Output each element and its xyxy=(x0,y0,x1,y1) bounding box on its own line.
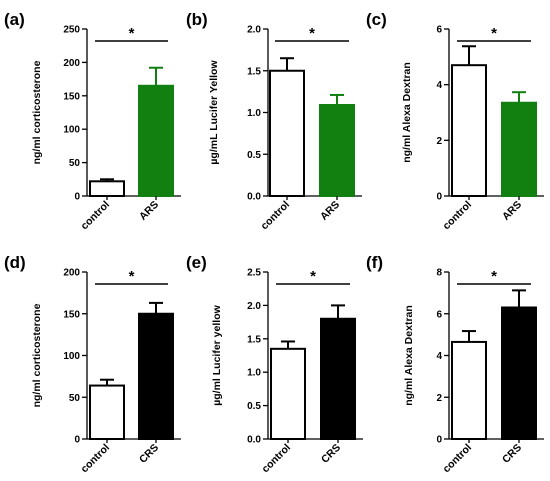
y-tick-label: 0.5 xyxy=(247,150,261,161)
significance-marker: * xyxy=(129,25,135,42)
panel-label: (c) xyxy=(366,10,387,29)
significance-marker: * xyxy=(310,268,316,285)
panel-label: (b) xyxy=(186,10,208,29)
panel-f: (f) 0 2 4 6 8 ng/ml Alexa Dextran control CRS * xyxy=(366,253,544,475)
x-tick-label: ARS xyxy=(318,199,342,223)
x-tick-label: ARS xyxy=(500,199,524,223)
y-tick-label: 100 xyxy=(63,351,80,362)
y-tick-label: 2.0 xyxy=(247,301,261,312)
y-axis-label: µg/ml Lucifer yellow xyxy=(211,304,223,405)
significance-marker: * xyxy=(129,268,135,285)
y-tick-label: 150 xyxy=(63,91,80,102)
panel-label: (d) xyxy=(4,253,26,272)
significance-marker: * xyxy=(309,25,315,42)
bar-ars xyxy=(138,84,174,197)
y-tick-label: 50 xyxy=(69,158,81,169)
y-tick-label: 6 xyxy=(436,25,442,36)
x-tick-label: CRS xyxy=(319,442,343,466)
bar-control xyxy=(451,340,487,440)
y-tick-label: 100 xyxy=(63,125,80,136)
y-axis-label: µg/mL Lucifer Yellow xyxy=(208,60,220,165)
x-tick-label: control xyxy=(78,442,112,476)
x-tick-label: control xyxy=(440,199,474,233)
y-tick-label: 1.5 xyxy=(247,66,261,77)
x-tick-label: CRS xyxy=(137,442,161,466)
y-tick-label: 0.5 xyxy=(247,401,261,412)
y-tick-label: 2.5 xyxy=(247,268,261,279)
x-tick-label: control xyxy=(440,442,474,476)
y-axis-label: ng/ml Alexa Dextran xyxy=(401,62,413,163)
panel-label: (f) xyxy=(366,253,383,272)
panel-label: (e) xyxy=(186,253,207,272)
y-tick-label: 200 xyxy=(63,268,80,279)
x-tick-label: ARS xyxy=(137,199,161,223)
y-tick-label: 6 xyxy=(436,309,442,320)
y-tick-label: 250 xyxy=(63,25,80,36)
y-tick-label: 1.0 xyxy=(247,368,261,379)
y-tick-label: 2.0 xyxy=(247,25,261,36)
significance-marker: * xyxy=(491,25,497,42)
y-tick-label: 8 xyxy=(436,268,442,279)
y-tick-label: 0 xyxy=(74,192,80,203)
bar-crs xyxy=(138,312,174,440)
y-tick-label: 0.0 xyxy=(247,435,261,446)
bar-crs xyxy=(320,317,356,441)
panel-b: (b) 0.0 0.5 1.0 1.5 2.0 µg/mL Lucifer Yellow co… xyxy=(186,10,362,232)
bar-control xyxy=(451,64,487,197)
y-tick-label: 0 xyxy=(436,192,442,203)
y-axis-label: ng/ml Alexa Dextran xyxy=(403,305,415,406)
y-tick-label: 1.5 xyxy=(247,334,261,345)
y-tick-label: 4 xyxy=(436,80,442,91)
panel-c: (c) 0 2 4 6 ng/ml Alexa Dextran control ARS * xyxy=(366,10,544,232)
y-tick-label: 0 xyxy=(74,435,80,446)
y-tick-label: 50 xyxy=(69,393,81,404)
bar-ars xyxy=(501,101,537,197)
y-tick-label: 200 xyxy=(63,58,80,69)
y-tick-label: 1.0 xyxy=(247,108,261,119)
y-tick-label: 2 xyxy=(436,393,442,404)
x-tick-label: control xyxy=(259,442,293,476)
y-axis-label: ng/ml corticosterone xyxy=(31,303,43,407)
x-tick-label: CRS xyxy=(500,442,524,466)
bar-ars xyxy=(319,103,355,197)
significance-marker: * xyxy=(491,268,497,285)
bar-control xyxy=(269,69,305,197)
y-tick-label: 0.0 xyxy=(247,192,261,203)
bar-control xyxy=(89,384,125,440)
x-tick-label: control xyxy=(258,199,292,233)
panel-label: (a) xyxy=(4,10,25,29)
y-tick-label: 2 xyxy=(436,136,442,147)
bar-control xyxy=(270,347,306,441)
panel-e: (e) 0.0 0.5 1.0 1.5 2.0 2.5 µg/ml Lucifer yello… xyxy=(186,253,363,475)
y-tick-label: 0 xyxy=(436,435,442,446)
panel-a: (a) 0 50 100 150 200 250 ng/ml corticosterone co… xyxy=(4,10,181,232)
y-tick-label: 4 xyxy=(436,351,442,362)
bar-crs xyxy=(501,306,537,440)
x-tick-label: control xyxy=(78,199,112,233)
panel-d: (d) 0 50 100 150 200 ng/ml corticosterone contr… xyxy=(4,253,181,475)
bar-control xyxy=(89,180,125,198)
y-tick-label: 150 xyxy=(63,309,80,320)
y-axis-label: ng/ml corticosterone xyxy=(31,60,43,164)
